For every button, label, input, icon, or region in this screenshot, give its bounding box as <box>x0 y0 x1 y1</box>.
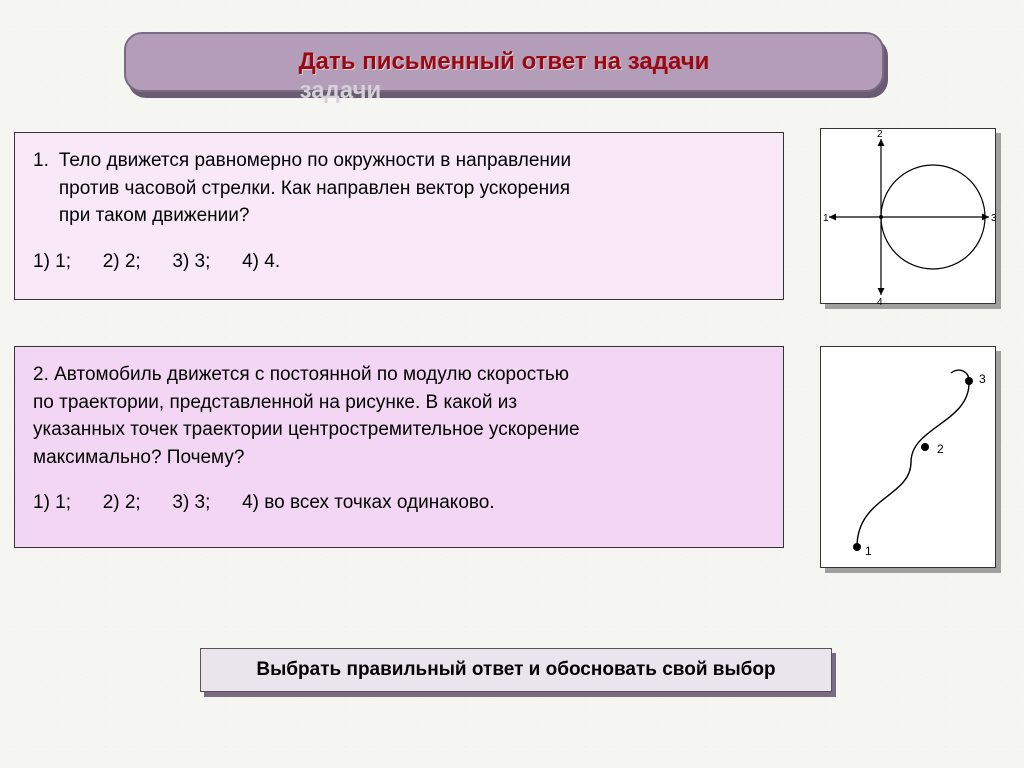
figure-1: 1 2 3 4 <box>820 128 996 304</box>
q1-line1: Тело движется равномерно по окружности в… <box>59 147 571 175</box>
q2-line4: максимально? Почему? <box>33 444 765 472</box>
figure-1-svg: 1 2 3 4 <box>821 129 997 305</box>
q1-line3: при таком движении? <box>59 202 571 230</box>
question-1-block: 1. Тело движется равномерно по окружност… <box>14 132 784 300</box>
q2-line3: указанных точек траектории центростремит… <box>33 416 765 444</box>
title-bar: Дать письменный ответ на задачи Дать пис… <box>124 32 884 92</box>
question-2-block: 2. Автомобиль движется с постоянной по м… <box>14 346 784 548</box>
q2-line2: по траектории, представленной на рисунке… <box>33 389 765 417</box>
svg-text:2: 2 <box>877 129 883 140</box>
q2-options: 1) 1; 2) 2; 3) 3; 4) во всех точках один… <box>33 489 765 517</box>
svg-text:3: 3 <box>991 213 997 224</box>
q2-line1: 2. Автомобиль движется с постоянной по м… <box>33 361 765 389</box>
footer-bar: Выбрать правильный ответ и обосновать св… <box>200 648 832 692</box>
title-text-wrap: Дать письменный ответ на задачи Дать пис… <box>299 48 710 76</box>
svg-text:3: 3 <box>979 372 986 386</box>
q1-numline: 1. Тело движется равномерно по окружност… <box>33 147 765 230</box>
footer-text: Выбрать правильный ответ и обосновать св… <box>256 659 775 681</box>
svg-text:4: 4 <box>877 297 883 305</box>
figure-2-svg: 1 2 3 <box>821 347 997 569</box>
q1-body: Тело движется равномерно по окружности в… <box>59 147 571 230</box>
svg-text:1: 1 <box>865 544 872 558</box>
title-text: Дать письменный ответ на задачи <box>299 48 710 75</box>
svg-text:1: 1 <box>823 213 829 224</box>
q1-line2: против часовой стрелки. Как направлен ве… <box>59 175 571 203</box>
q1-num: 1. <box>33 147 49 230</box>
q1-options: 1) 1; 2) 2; 3) 3; 4) 4. <box>33 248 765 276</box>
figure-2: 1 2 3 <box>820 346 996 568</box>
svg-text:2: 2 <box>937 442 944 456</box>
